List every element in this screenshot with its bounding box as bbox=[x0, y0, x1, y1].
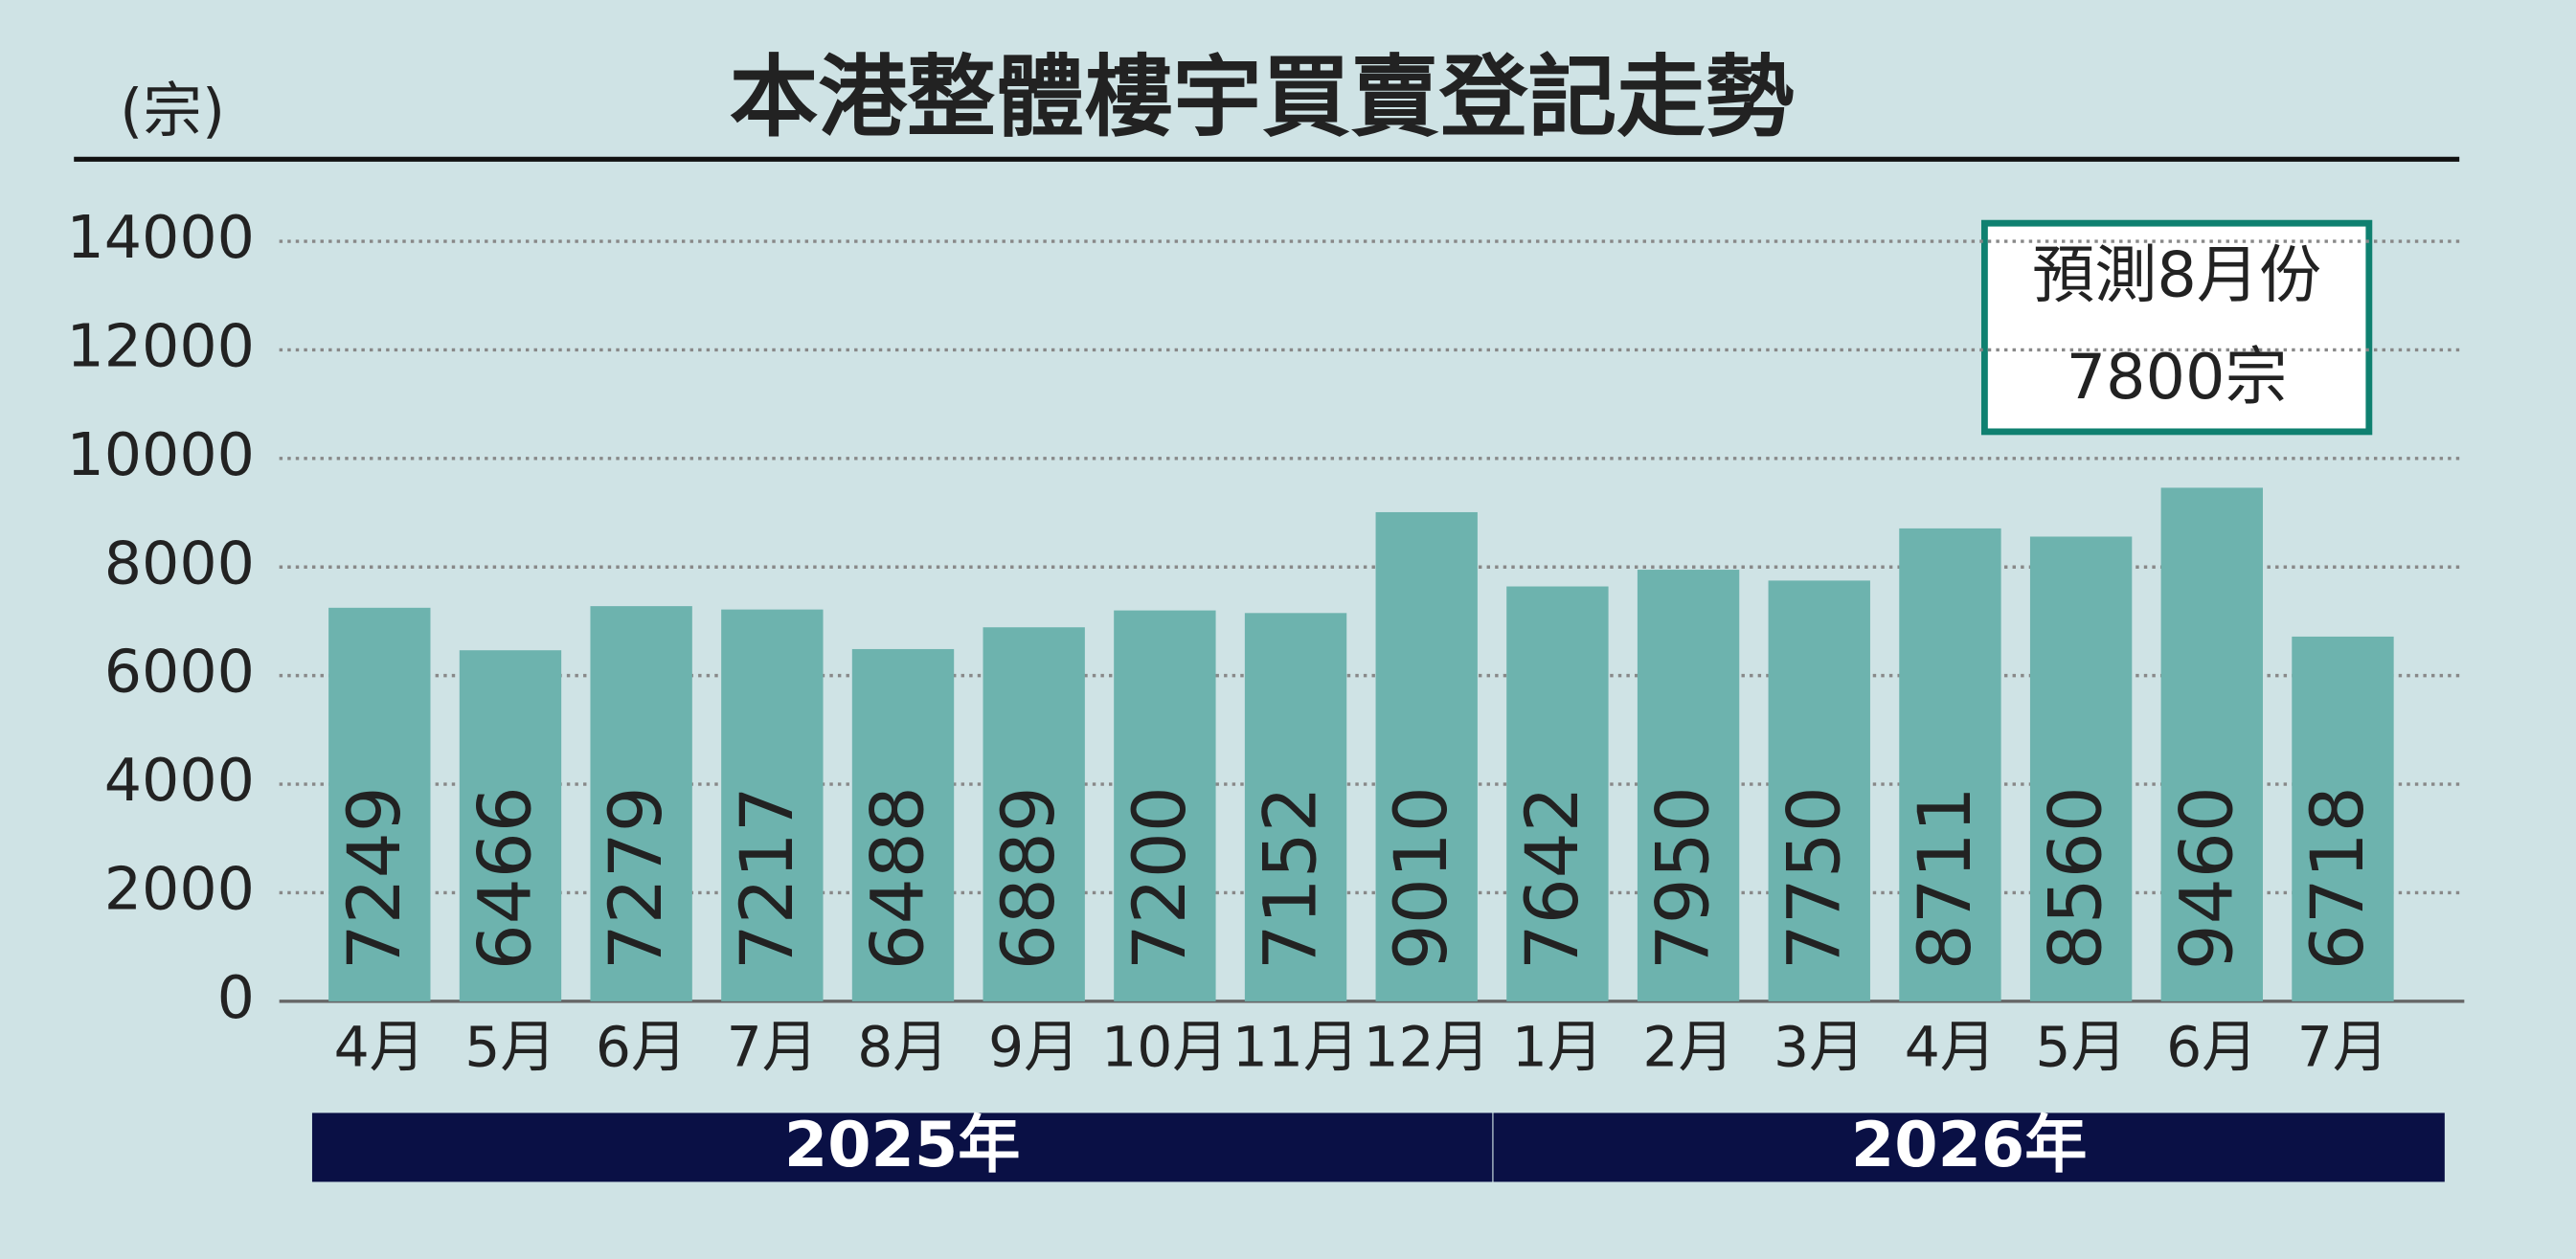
y-tick-label: 0 bbox=[217, 963, 255, 1032]
x-tick-label: 7月 bbox=[2297, 1014, 2388, 1079]
y-tick-label: 4000 bbox=[104, 746, 255, 815]
value-label: 7200 bbox=[1118, 786, 1202, 970]
value-label: 8711 bbox=[1903, 786, 1987, 970]
value-label: 6718 bbox=[2295, 786, 2380, 970]
value-label: 6889 bbox=[986, 786, 1071, 970]
x-tick-label: 1月 bbox=[1512, 1014, 1603, 1079]
x-tick-label: 10月 bbox=[1101, 1014, 1229, 1079]
bar bbox=[721, 609, 824, 1001]
x-tick-label: 2月 bbox=[1642, 1014, 1733, 1079]
y-tick-label: 14000 bbox=[66, 203, 254, 272]
bar bbox=[459, 650, 562, 1001]
x-tick-label: 9月 bbox=[988, 1014, 1079, 1079]
year-band bbox=[311, 1113, 1493, 1182]
x-tick-label: 6月 bbox=[596, 1014, 687, 1079]
y-tick-label: 12000 bbox=[66, 312, 254, 381]
chart-title: 本港整體樓宇買賣登記走勢 bbox=[730, 45, 1795, 148]
year-band bbox=[1493, 1113, 2445, 1182]
y-tick-label: 6000 bbox=[104, 638, 255, 707]
value-label: 6466 bbox=[463, 786, 547, 970]
bar bbox=[1637, 570, 1740, 1001]
bar bbox=[328, 607, 431, 1001]
x-tick-label: 4月 bbox=[334, 1014, 425, 1079]
bar bbox=[1375, 511, 1478, 1001]
value-label: 9010 bbox=[1379, 786, 1463, 970]
x-tick-label: 11月 bbox=[1232, 1014, 1360, 1079]
x-tick-label: 12月 bbox=[1363, 1014, 1490, 1079]
bar bbox=[1899, 528, 2001, 1001]
value-label: 7249 bbox=[332, 786, 417, 970]
bar bbox=[2029, 536, 2133, 1001]
value-label: 7152 bbox=[1249, 786, 1333, 970]
value-label: 7642 bbox=[1510, 786, 1594, 970]
value-label: 7279 bbox=[594, 786, 678, 970]
value-label: 7217 bbox=[725, 786, 809, 970]
bar bbox=[2292, 636, 2394, 1001]
bar bbox=[1768, 580, 1870, 1001]
bar bbox=[1506, 586, 1609, 1001]
value-label: 7750 bbox=[1772, 786, 1856, 970]
bar bbox=[1244, 613, 1347, 1001]
value-label: 7950 bbox=[1641, 786, 1726, 970]
year-label: 2025年 bbox=[784, 1110, 1021, 1181]
value-label: 8560 bbox=[2034, 786, 2118, 970]
bar bbox=[2160, 487, 2263, 1001]
x-tick-label: 3月 bbox=[1774, 1014, 1864, 1079]
x-tick-label: 8月 bbox=[857, 1014, 948, 1079]
y-tick-label: 8000 bbox=[104, 528, 255, 597]
annotation-box bbox=[1980, 219, 2373, 436]
x-tick-label: 6月 bbox=[2166, 1014, 2257, 1079]
x-tick-label: 4月 bbox=[1905, 1014, 1996, 1079]
bar bbox=[590, 606, 692, 1001]
x-tick-label: 5月 bbox=[464, 1014, 555, 1079]
annotation-text: 預測8月份 bbox=[2032, 240, 2321, 312]
year-label: 2026年 bbox=[1851, 1110, 2088, 1181]
bar bbox=[983, 627, 1085, 1001]
x-tick-label: 7月 bbox=[727, 1014, 818, 1079]
y-unit: (宗) bbox=[120, 77, 225, 146]
y-tick-label: 10000 bbox=[66, 420, 254, 489]
x-tick-label: 5月 bbox=[2035, 1014, 2126, 1079]
value-label: 9460 bbox=[2164, 786, 2248, 970]
bar bbox=[851, 648, 955, 1001]
y-tick-label: 2000 bbox=[104, 855, 255, 924]
annotation-text: 7800宗 bbox=[2067, 342, 2288, 414]
bar bbox=[1114, 610, 1216, 1001]
value-label: 6488 bbox=[855, 786, 939, 970]
